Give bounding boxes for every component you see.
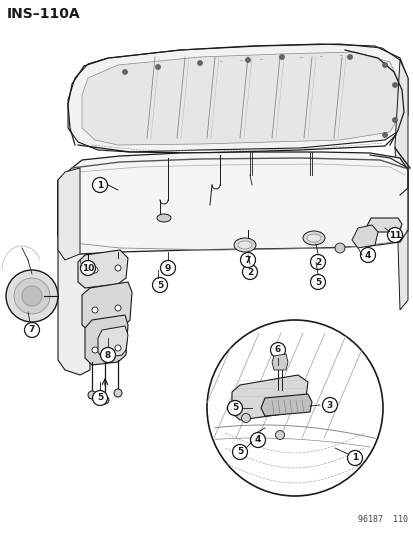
Polygon shape <box>394 60 407 310</box>
Circle shape <box>275 431 284 440</box>
Circle shape <box>92 267 98 273</box>
Circle shape <box>382 133 387 138</box>
Text: 3: 3 <box>326 400 332 409</box>
Circle shape <box>392 83 396 87</box>
Circle shape <box>155 64 160 69</box>
Circle shape <box>6 270 58 322</box>
Circle shape <box>22 286 42 306</box>
Circle shape <box>310 274 325 289</box>
Text: 10: 10 <box>82 263 94 272</box>
Text: INS–110A: INS–110A <box>7 7 81 21</box>
Circle shape <box>24 322 39 337</box>
Circle shape <box>387 228 401 243</box>
Polygon shape <box>58 152 407 254</box>
Circle shape <box>206 320 382 496</box>
Text: 2: 2 <box>314 257 320 266</box>
Text: 5: 5 <box>236 448 242 456</box>
Circle shape <box>14 278 50 314</box>
Text: 6: 6 <box>274 345 280 354</box>
Circle shape <box>92 177 107 192</box>
Circle shape <box>115 305 121 311</box>
Ellipse shape <box>237 241 252 249</box>
Polygon shape <box>82 52 397 145</box>
Circle shape <box>88 391 96 399</box>
Text: 9: 9 <box>164 263 171 272</box>
Ellipse shape <box>306 234 320 242</box>
Text: 1: 1 <box>351 454 357 463</box>
Ellipse shape <box>157 214 171 222</box>
Circle shape <box>114 389 122 397</box>
Text: 5: 5 <box>97 393 103 402</box>
Circle shape <box>92 391 107 406</box>
Polygon shape <box>58 168 80 260</box>
Polygon shape <box>85 315 128 365</box>
Circle shape <box>334 243 344 253</box>
Text: 96187  110: 96187 110 <box>357 515 407 524</box>
Ellipse shape <box>233 238 255 252</box>
Circle shape <box>347 450 362 465</box>
Circle shape <box>322 398 337 413</box>
Circle shape <box>392 117 396 123</box>
Text: 7: 7 <box>244 255 251 264</box>
Circle shape <box>360 247 375 262</box>
Text: 11: 11 <box>388 230 400 239</box>
Polygon shape <box>260 394 311 416</box>
Text: 4: 4 <box>254 435 261 445</box>
Ellipse shape <box>302 231 324 245</box>
Polygon shape <box>271 354 287 370</box>
Polygon shape <box>78 250 128 288</box>
Circle shape <box>232 445 247 459</box>
Text: 5: 5 <box>157 280 163 289</box>
Circle shape <box>115 345 121 351</box>
Circle shape <box>279 54 284 60</box>
Circle shape <box>242 264 257 279</box>
Circle shape <box>152 278 167 293</box>
Circle shape <box>101 396 109 404</box>
Circle shape <box>92 347 98 353</box>
Circle shape <box>160 261 175 276</box>
Circle shape <box>347 54 351 60</box>
Circle shape <box>245 58 250 62</box>
Polygon shape <box>58 180 90 375</box>
Circle shape <box>80 261 95 276</box>
Circle shape <box>122 69 127 75</box>
Circle shape <box>100 348 115 362</box>
Circle shape <box>270 343 285 358</box>
Polygon shape <box>231 375 307 420</box>
Polygon shape <box>82 282 132 332</box>
Text: 8: 8 <box>104 351 111 359</box>
Text: 1: 1 <box>97 181 103 190</box>
Text: 7: 7 <box>29 326 35 335</box>
Polygon shape <box>68 44 407 152</box>
Circle shape <box>227 400 242 416</box>
Polygon shape <box>98 326 128 358</box>
Circle shape <box>240 253 255 268</box>
Text: 4: 4 <box>364 251 370 260</box>
Circle shape <box>197 61 202 66</box>
Circle shape <box>115 265 121 271</box>
Circle shape <box>92 307 98 313</box>
Circle shape <box>382 62 387 68</box>
Text: 5: 5 <box>231 403 237 413</box>
Circle shape <box>310 254 325 270</box>
Text: 2: 2 <box>246 268 252 277</box>
Polygon shape <box>366 218 401 232</box>
Text: 5: 5 <box>314 278 320 287</box>
Polygon shape <box>351 225 377 248</box>
Circle shape <box>241 414 250 423</box>
Circle shape <box>250 432 265 448</box>
